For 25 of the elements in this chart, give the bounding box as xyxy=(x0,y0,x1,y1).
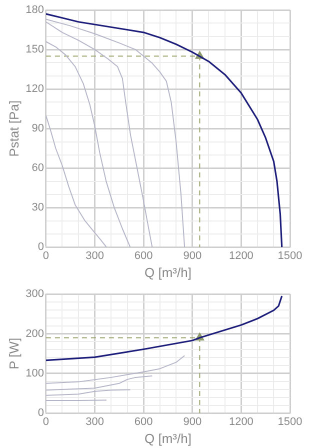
x-tick-label: 1200 xyxy=(228,250,254,262)
x-tick-label: 600 xyxy=(134,250,153,262)
x-tick-label: 1200 xyxy=(228,416,254,428)
y-tick-label: 60 xyxy=(32,162,44,174)
y-tick-label: 200 xyxy=(26,328,44,340)
y-tick-label: 300 xyxy=(26,288,44,300)
x-tick-label: 300 xyxy=(86,416,104,428)
x-axis-title: Q [m³/h] xyxy=(144,264,192,280)
y-tick-label: 0 xyxy=(38,241,44,254)
y-tick-label: 0 xyxy=(38,407,44,420)
x-tick-label: 1500 xyxy=(278,416,302,428)
x-tick-label: 600 xyxy=(134,416,153,428)
y-tick-label: 150 xyxy=(26,44,44,56)
y-tick-label: 100 xyxy=(26,368,44,380)
y-tick-label: 30 xyxy=(32,202,44,214)
x-tick-label: 900 xyxy=(183,416,202,428)
y-tick-label: 180 xyxy=(26,4,44,16)
x-tick-label: 900 xyxy=(183,250,202,262)
y-tick-label: 120 xyxy=(26,83,44,96)
x-tick-label: 300 xyxy=(86,250,104,262)
y-tick-label: 90 xyxy=(32,122,44,135)
y-axis-title: P [W] xyxy=(6,338,22,370)
x-axis-title: Q [m³/h] xyxy=(144,430,192,446)
x-tick-label: 1500 xyxy=(278,250,302,262)
y-axis-title: Pstat [Pa] xyxy=(6,100,22,157)
